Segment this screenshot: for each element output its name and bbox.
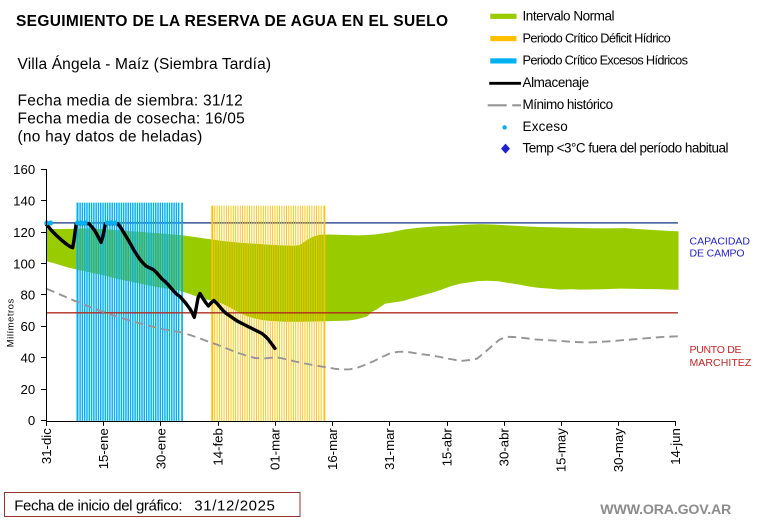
svg-text:Mínimo histórico: Mínimo histórico bbox=[523, 97, 614, 112]
svg-text:Periodo Crítico Déficit Hídric: Periodo Crítico Déficit Hídrico bbox=[523, 30, 671, 45]
svg-text:15-may: 15-may bbox=[554, 428, 569, 472]
svg-text:120: 120 bbox=[13, 225, 35, 240]
svg-text:Fecha de inicio del gráfico:: Fecha de inicio del gráfico: bbox=[14, 498, 182, 515]
svg-text:31-dic: 31-dic bbox=[39, 428, 54, 464]
svg-text:100: 100 bbox=[13, 256, 35, 271]
svg-text:140: 140 bbox=[13, 194, 35, 209]
svg-text:Villa Ángela - Maíz (Siembra: Villa Ángela - Maíz (Siembra Tardía) bbox=[18, 56, 272, 73]
svg-text:Almacenaje: Almacenaje bbox=[523, 75, 590, 90]
svg-text:01-mar: 01-mar bbox=[268, 428, 283, 470]
svg-text:PUNTO DE: PUNTO DE bbox=[690, 344, 742, 356]
svg-text:15-ene: 15-ene bbox=[96, 428, 111, 469]
svg-text:80: 80 bbox=[21, 288, 36, 303]
svg-text:CAPACIDAD: CAPACIDAD bbox=[690, 235, 751, 247]
svg-text:20: 20 bbox=[21, 382, 36, 397]
svg-text:Periodo Crítico Excesos Hídric: Periodo Crítico Excesos Hídricos bbox=[523, 53, 689, 68]
svg-text:31/12/2025: 31/12/2025 bbox=[194, 498, 275, 515]
svg-text:30-may: 30-may bbox=[611, 428, 626, 472]
svg-text:60: 60 bbox=[21, 319, 36, 334]
svg-text:30-abr: 30-abr bbox=[497, 428, 512, 467]
svg-text:SEGUIMIENTO DE LA RESERVA DE A: SEGUIMIENTO DE LA RESERVA DE AGUA EN EL … bbox=[16, 13, 448, 30]
svg-text:DE CAMPO: DE CAMPO bbox=[690, 247, 745, 259]
svg-text:WWW.ORA.GOV.AR: WWW.ORA.GOV.AR bbox=[600, 502, 731, 518]
svg-text:Fecha media de cosecha: 16/05: Fecha media de cosecha: 16/05 bbox=[18, 111, 245, 128]
svg-text:Exceso: Exceso bbox=[523, 119, 568, 134]
svg-text:(no hay datos de heladas): (no hay datos de heladas) bbox=[18, 129, 203, 146]
svg-text:30-ene: 30-ene bbox=[153, 428, 168, 469]
svg-text:MARCHITEZ: MARCHITEZ bbox=[690, 357, 752, 369]
svg-text:14-jun: 14-jun bbox=[668, 428, 683, 465]
svg-text:31-mar: 31-mar bbox=[382, 428, 397, 470]
svg-text:0: 0 bbox=[28, 413, 35, 428]
svg-text:Temp <3°C fuera del período ha: Temp <3°C fuera del período habitual bbox=[523, 140, 729, 155]
svg-text:15-abr: 15-abr bbox=[439, 428, 454, 467]
svg-text:160: 160 bbox=[13, 162, 35, 177]
svg-text:16-mar: 16-mar bbox=[325, 428, 340, 470]
svg-text:14-feb: 14-feb bbox=[210, 428, 225, 465]
svg-text:Intervalo Normal: Intervalo Normal bbox=[523, 8, 615, 23]
svg-text:Fecha media de siembra: 31/12: Fecha media de siembra: 31/12 bbox=[18, 93, 243, 110]
svg-text:Milímetros: Milímetros bbox=[6, 299, 17, 348]
svg-text:40: 40 bbox=[21, 350, 36, 365]
